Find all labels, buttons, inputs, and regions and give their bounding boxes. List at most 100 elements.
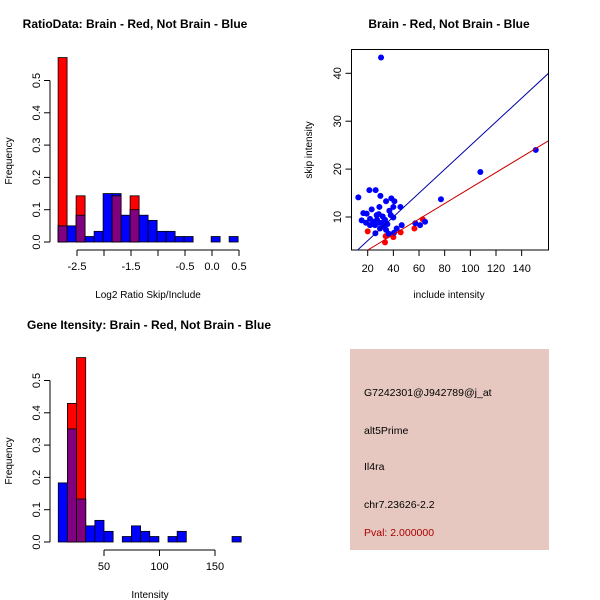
point-not-brain [383, 226, 390, 233]
scatter-title: Brain - Red, Not Brain - Blue [368, 17, 530, 31]
y-tick-label: 0.4 [31, 405, 43, 420]
bar-not-brain [147, 219, 158, 243]
bar-not-brain [121, 536, 132, 543]
point-brain [364, 228, 371, 235]
point-not-brain [372, 187, 379, 194]
x-tick-label: 80 [439, 263, 451, 275]
ratio-histogram-xlabel: Log2 Ratio Skip/Include [95, 290, 201, 301]
gene-symbol: Il4ra [364, 461, 385, 473]
intensity-histogram: Gene Itensity: Brain - Red, Not Brain - … [4, 318, 271, 600]
x-tick-label: 140 [512, 263, 530, 275]
y-tick-label: 0.0 [31, 534, 43, 549]
info-panel-background [350, 349, 549, 550]
x-tick-label: 0.5 [231, 261, 246, 273]
probe-id: G7242301@J942789@j_at [364, 387, 492, 399]
x-tick-label: 150 [206, 561, 224, 573]
point-not-brain [375, 219, 382, 226]
x-tick-label: 0.0 [204, 261, 219, 273]
bar-overlap [57, 225, 68, 243]
point-not-brain [368, 206, 375, 213]
ratio-histogram-title: RatioData: Brain - Red, Not Brain - Blue [23, 17, 248, 31]
y-tick-label: 0.2 [31, 470, 43, 485]
point-not-brain [379, 213, 386, 220]
bar-overlap [75, 214, 86, 243]
y-tick-label: 0.1 [31, 502, 43, 517]
point-not-brain [390, 203, 397, 210]
x-tick-label: -0.5 [176, 261, 195, 273]
bar-not-brain [57, 482, 68, 543]
intensity-histogram-xlabel: Intensity [131, 590, 168, 600]
point-not-brain [355, 194, 362, 201]
bar-not-brain [94, 519, 105, 543]
point-not-brain [377, 192, 384, 199]
point-brain [382, 239, 389, 246]
y-tick-label: 0.4 [31, 105, 43, 120]
bar-not-brain [103, 530, 114, 543]
point-brain [411, 225, 418, 232]
intensity-histogram-ylabel: Frequency [4, 437, 15, 484]
x-tick-label: -1.5 [122, 261, 141, 273]
ratio-histogram-ylabel: Frequency [4, 137, 15, 184]
bar-not-brain [93, 230, 104, 243]
fit-line-brain [366, 140, 549, 250]
y-tick-label: 0.5 [31, 73, 43, 88]
point-not-brain [422, 218, 429, 225]
scatter-ylabel: skip intensity [304, 121, 315, 178]
y-tick-label: 0.2 [31, 170, 43, 185]
point-not-brain [378, 54, 385, 61]
bar-not-brain [183, 236, 194, 243]
bar-brain [57, 57, 68, 243]
bar-not-brain [66, 225, 77, 243]
point-not-brain [477, 168, 484, 175]
bar-not-brain [131, 525, 141, 543]
x-tick-label: 20 [362, 263, 374, 275]
bar-not-brain [85, 525, 96, 543]
y-tick-label: 30 [332, 115, 344, 127]
y-tick-label: 0.3 [31, 437, 43, 452]
genomic-location: chr7.23626-2.2 [364, 499, 435, 511]
bar-overlap [129, 209, 140, 243]
info-panel: G7242301@J942789@j_at alt5Prime Il4ra ch… [350, 349, 549, 550]
bar-not-brain [167, 536, 178, 543]
x-tick-label: 60 [413, 263, 425, 275]
fit-line-not-brain [356, 73, 549, 250]
point-not-brain [391, 229, 398, 236]
bar-not-brain [231, 536, 242, 543]
bar-not-brain [176, 530, 187, 543]
point-not-brain [366, 187, 373, 194]
point-not-brain [532, 146, 539, 153]
y-tick-label: 10 [332, 211, 344, 223]
point-not-brain [417, 222, 424, 229]
bar-not-brain [165, 230, 176, 243]
x-tick-label: 40 [387, 263, 399, 275]
bar-not-brain [84, 236, 95, 243]
bar-overlap [76, 498, 87, 543]
point-not-brain [437, 196, 444, 203]
p-value: Pval: 2.000000 [364, 527, 434, 539]
point-not-brain [391, 198, 398, 205]
y-tick-label: 40 [332, 67, 344, 79]
x-tick-label: -2.5 [68, 261, 87, 273]
y-tick-label: 0.1 [31, 202, 43, 217]
bar-not-brain [102, 193, 113, 243]
event-type: alt5Prime [364, 425, 409, 437]
bar-not-brain [138, 214, 149, 243]
y-tick-label: 0.5 [31, 373, 43, 388]
point-not-brain [398, 222, 405, 229]
point-not-brain [393, 225, 400, 232]
scatter-xlabel: include intensity [413, 290, 484, 301]
bar-not-brain [156, 230, 167, 243]
point-not-brain [383, 198, 390, 205]
bar-not-brain [210, 236, 221, 243]
intensity-scatter: Brain - Red, Not Brain - Blue 20 40 60 80 10… [304, 17, 549, 301]
y-tick-label: 20 [332, 163, 344, 175]
y-tick-label: 0.3 [31, 137, 43, 152]
point-not-brain [367, 222, 374, 229]
bar-overlap [67, 428, 77, 543]
bar-not-brain [228, 236, 239, 243]
bar-overlap [111, 195, 122, 243]
x-tick-label: 100 [461, 263, 479, 275]
bar-not-brain [174, 236, 185, 243]
x-tick-label: 100 [150, 561, 168, 573]
